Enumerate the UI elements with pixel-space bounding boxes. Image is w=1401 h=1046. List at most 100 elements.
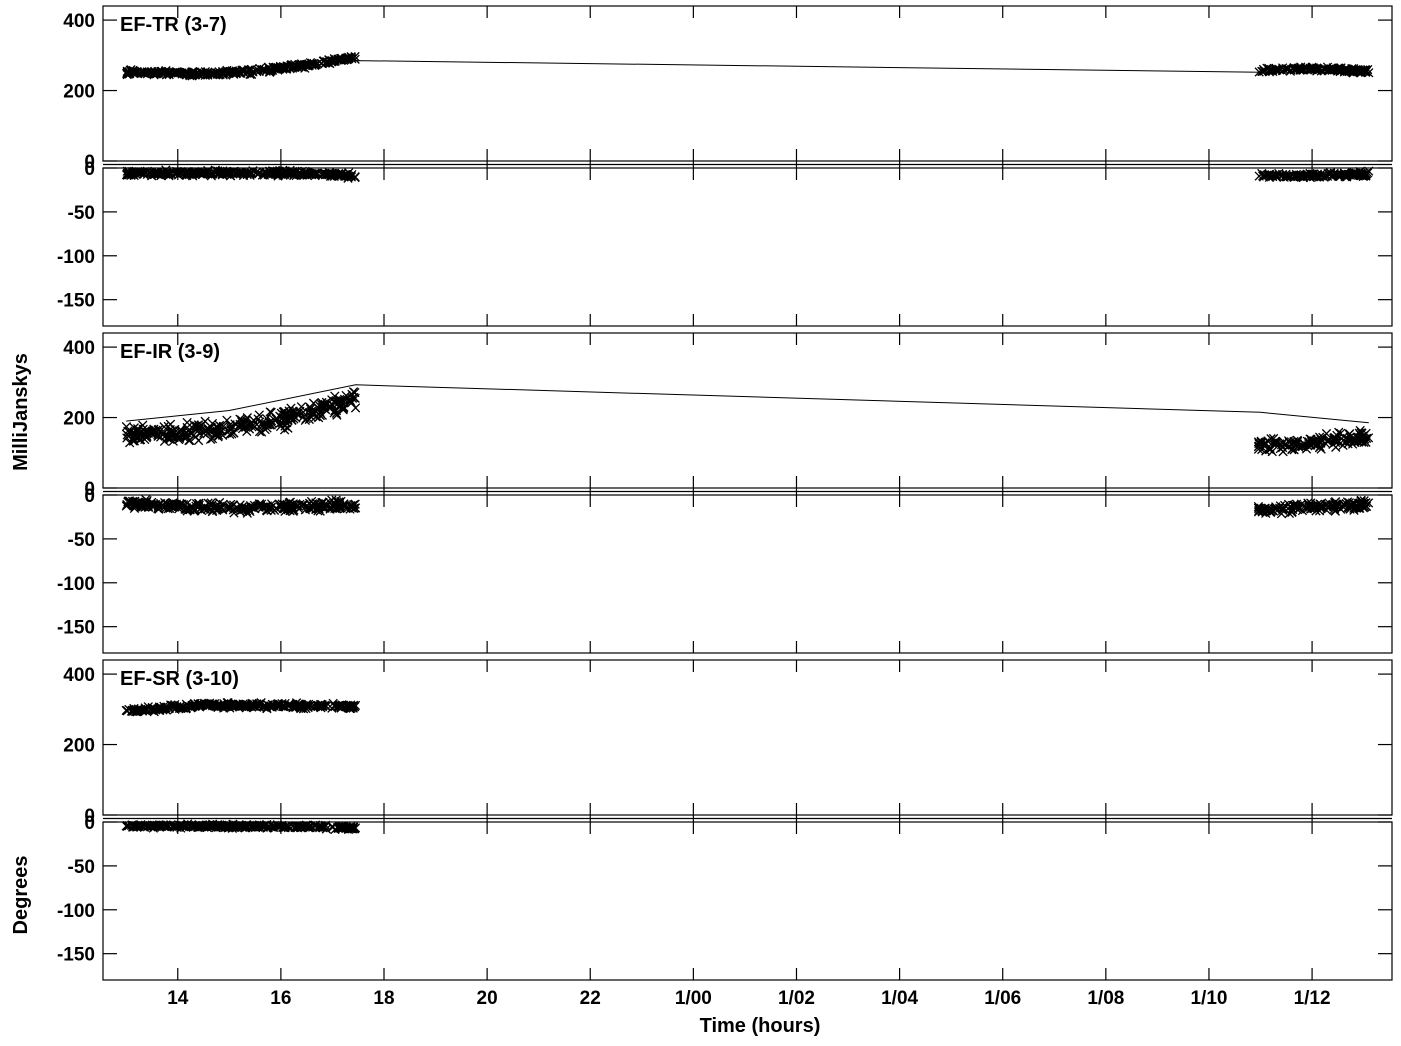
phase-point [346,172,356,182]
amplitude-frame [102,659,1393,816]
amplitude-point [246,418,256,429]
amplitude-point [1349,434,1359,444]
phase-point [1261,508,1271,518]
phase-point [245,168,255,179]
phase-point [343,824,354,835]
phase-point [186,820,196,831]
phase-point [343,503,353,513]
amplitude-point [313,402,323,413]
phase-point [203,498,213,508]
phase-point [1317,171,1327,181]
phase-point [129,503,140,514]
phase-point [298,500,308,510]
data-segment-2 [1253,425,1374,519]
phase-point [1319,172,1329,182]
amplitude-point [311,59,321,70]
x-tick-label: 1/04 [881,988,918,1009]
phase-point [160,169,171,179]
amplitude-point [301,60,312,70]
amplitude-point [1294,442,1304,453]
amplitude-point [223,698,233,708]
amplitude-point [1306,434,1316,444]
amplitude-point [247,698,257,709]
panel-1: 0 200 400 0 -50 -100 -150 EF-TR (3-7) [57,5,1393,327]
phase-point [1331,500,1341,511]
amplitude-point [203,427,213,438]
amplitude-point [187,428,197,438]
phase-point [1349,503,1359,513]
phase-point [332,504,342,514]
phase-point [1315,499,1326,509]
amplitude-point [132,707,142,717]
x-axis-label: Time (hours) [700,1015,821,1037]
phase-point [1354,499,1364,510]
phase-point [324,169,334,179]
y-tick-label: -50 [68,203,95,224]
amplitude-point [1358,65,1368,75]
phase-point [151,167,161,177]
y-tick-label: 400 [63,665,95,686]
phase-point [140,502,150,512]
phase-point [129,168,140,178]
amplitude-point [256,698,266,708]
amplitude-point [298,407,308,417]
amplitude-point [149,424,159,434]
amplitude-point [1361,433,1372,443]
amplitude-point [159,436,170,447]
amplitude-point [325,401,335,411]
phase-point [1298,171,1308,181]
amplitude-point [343,395,353,406]
phase-point [257,503,268,513]
phase-point [246,502,256,512]
phase-point [247,821,257,832]
phase-point [159,501,170,512]
phase-point [1329,504,1340,514]
amplitude-point [257,417,268,428]
x-tick-label: 1/10 [1190,988,1227,1009]
phase-point [150,169,161,179]
y-tick-label: 0 [84,159,95,180]
phase-point [1287,504,1298,515]
y-tick-label: 0 [84,152,95,173]
phase-point [1309,502,1319,513]
phase-point [1293,501,1303,511]
amplitude-point [1328,439,1338,450]
phase-point [1344,498,1355,508]
phase-point [198,169,208,180]
phase-point [208,821,218,831]
amplitude-point [1307,437,1317,447]
phase-point [304,503,314,513]
phase-frame [102,821,1393,981]
phase-frame [102,494,1393,654]
amplitude-point [237,421,247,431]
phase-point [297,170,308,180]
phase-point [210,503,220,514]
phase-point [187,171,198,181]
phase-point [318,497,328,508]
phase-point [1306,500,1316,511]
phase-point [305,823,315,833]
y-tick-label: -50 [68,857,95,878]
amplitude-point [159,422,169,432]
phase-point [1361,501,1372,512]
amplitude-point [305,700,315,711]
amplitude-point [194,424,205,435]
phase-point [124,170,134,180]
phase-point [142,496,152,506]
phase-point [338,821,348,832]
phase-point [313,506,323,516]
y-tick-label: 0 [84,813,95,834]
data-segment-2 [1254,62,1374,183]
phase-point [334,498,345,509]
phase-point [1271,504,1281,514]
phase-point [212,821,222,831]
amplitude-point [1359,437,1369,448]
amplitude-point [215,421,226,432]
amplitude-point [168,436,178,446]
amplitude-point [235,414,245,424]
phase-point [292,822,302,832]
phase-point [265,504,275,514]
y-tick-label: 200 [63,82,95,103]
phase-point [140,166,150,177]
phase-point [264,821,275,831]
